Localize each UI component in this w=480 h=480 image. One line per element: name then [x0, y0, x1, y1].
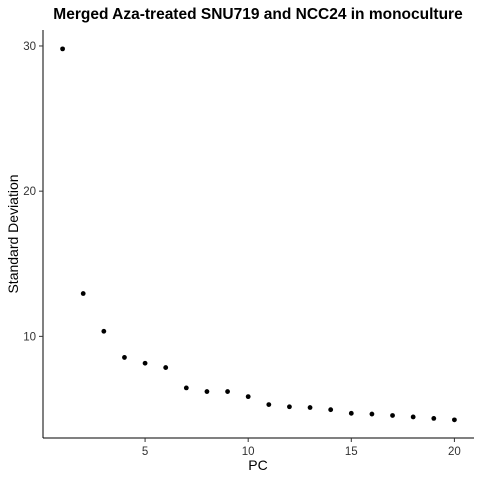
- data-point-pc-16: [369, 411, 375, 417]
- data-point-pc-8: [204, 389, 210, 394]
- data-point-pc-2: [80, 291, 86, 296]
- data-point-pc-3: [101, 328, 107, 334]
- x-ticks: 5 10 15 20: [142, 438, 461, 458]
- y-tick-label: 10: [23, 331, 36, 343]
- y-axis-label: Standard Deviation: [5, 174, 21, 293]
- y-tick-label: 20: [23, 186, 36, 198]
- data-point-pc-20: [452, 417, 457, 423]
- x-tick-label: 10: [242, 446, 255, 458]
- data-point-pc-19: [431, 416, 437, 421]
- data-point-pc-9: [225, 389, 230, 394]
- data-point-pc-4: [122, 355, 127, 360]
- x-axis-label: PC: [248, 457, 267, 473]
- chart-title: Merged Aza-treated SNU719 and NCC24 in m…: [53, 6, 463, 23]
- data-point-pc-18: [410, 414, 416, 420]
- points-layer: [60, 46, 457, 423]
- data-point-pc-10: [245, 394, 251, 400]
- data-point-pc-1: [60, 46, 65, 52]
- data-point-pc-5: [142, 360, 148, 366]
- x-tick-label: 5: [142, 446, 148, 458]
- data-point-pc-13: [307, 405, 313, 410]
- x-tick-label: 20: [448, 446, 461, 458]
- y-tick-label: 30: [23, 41, 36, 53]
- data-point-pc-17: [390, 413, 395, 418]
- data-point-pc-15: [348, 410, 354, 416]
- x-tick-label: 15: [345, 446, 358, 458]
- data-point-pc-12: [287, 404, 292, 410]
- data-point-pc-11: [266, 402, 272, 407]
- data-point-pc-6: [163, 365, 169, 370]
- data-point-pc-7: [183, 385, 189, 391]
- y-ticks: 10 20 30: [23, 41, 43, 343]
- data-point-pc-14: [328, 407, 334, 413]
